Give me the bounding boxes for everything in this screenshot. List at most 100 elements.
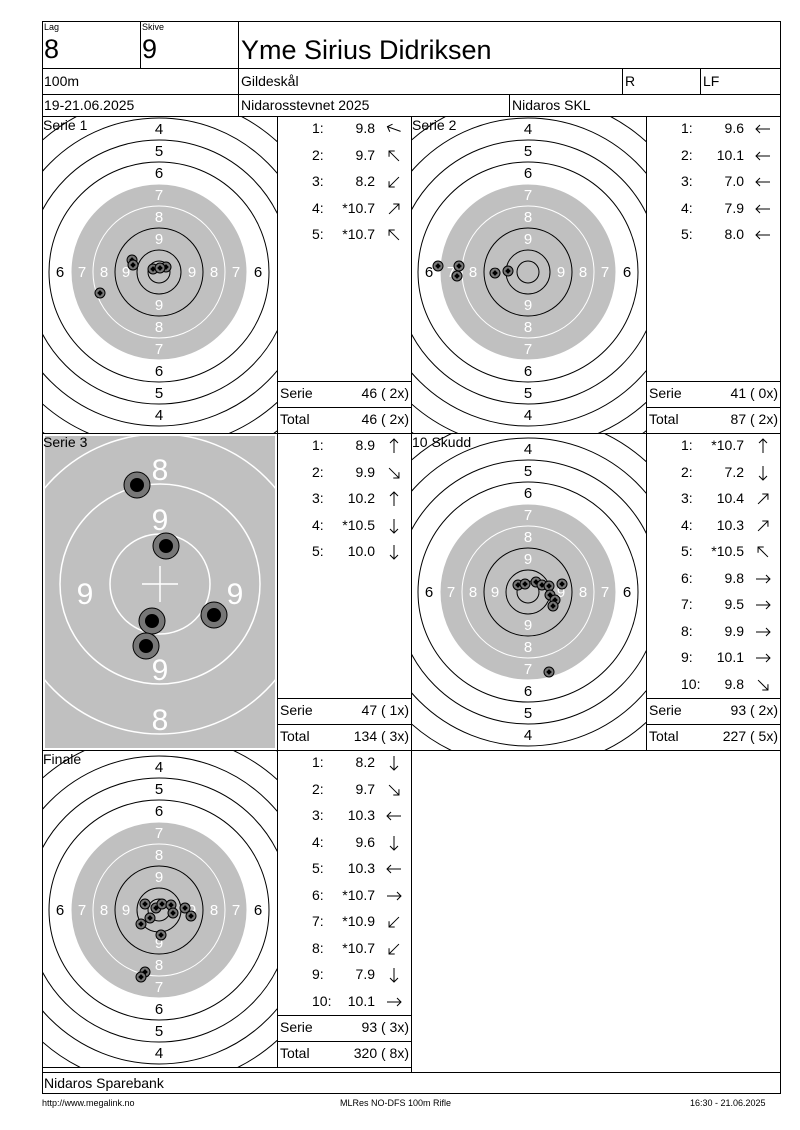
divider: [647, 698, 780, 699]
shot-marker: [515, 582, 521, 588]
divider: [278, 724, 411, 725]
target-rings: [412, 117, 646, 433]
ring-number: 8: [579, 584, 587, 601]
shot-number: 7:: [681, 596, 693, 612]
arrow-east-icon: [387, 997, 402, 1006]
serie-label: Serie: [649, 385, 682, 401]
shot-marker: [505, 268, 511, 274]
ring-number: 9: [155, 297, 163, 314]
ring-number: 5: [524, 143, 532, 160]
arrow-southeast-icon: [388, 784, 400, 795]
ring-number: 6: [56, 264, 64, 281]
ring-number: 7: [524, 507, 532, 524]
ring-number: 6: [155, 363, 163, 380]
total-label: Total: [280, 728, 310, 744]
shot-marker: [539, 582, 545, 588]
shot-marker: [130, 478, 144, 492]
shot-number: 5:: [681, 226, 693, 242]
shot-number: 1:: [312, 754, 324, 770]
shot-marker: [139, 639, 153, 653]
shooter-name: Yme Sirius Didriksen: [241, 35, 492, 65]
ring-number: 8: [155, 319, 163, 336]
shot-score: 9.6: [355, 833, 375, 850]
arrow-south-icon: [389, 518, 399, 534]
ring-number: 6: [524, 683, 532, 700]
ring-number: 5: [524, 463, 532, 480]
ring-number: 8: [152, 704, 169, 737]
serie-label: Serie: [280, 1019, 313, 1035]
ring-number: 8: [579, 264, 587, 281]
shot-number: 7:: [312, 913, 324, 929]
shot-number: 3:: [312, 173, 324, 189]
ring-7: [70, 183, 248, 361]
arrow-east-icon: [756, 574, 771, 583]
shot-marker: [130, 262, 136, 268]
shot-marker: [522, 581, 528, 587]
target-serie-3: 8 9 9 9 9 8: [43, 434, 277, 748]
total-value: 134 ( 3x): [353, 728, 409, 744]
ring-number: 7: [447, 264, 455, 281]
ring-8: [461, 525, 595, 659]
ring-number: 7: [232, 902, 240, 919]
shot-number: 10:: [681, 675, 701, 692]
ring-number: 9: [188, 902, 196, 919]
ring-number: 5: [524, 385, 532, 402]
footer-url[interactable]: http://www.megalink.no: [42, 1098, 135, 1108]
shot-marker: [546, 669, 552, 675]
shot-list-finale: 1: 8.2 2: 9.7 3: 10.3 4: 9.6 5: 10.3 6: *10.7 7: *10.…: [278, 751, 411, 1067]
total-value: 227 ( 5x): [722, 728, 778, 744]
ring-number: 7: [524, 187, 532, 204]
shot-number: 3:: [312, 490, 324, 506]
arrow-southeast-icon: [388, 467, 400, 478]
ring-number: 9: [122, 264, 130, 281]
arrow-southeast-icon: [757, 679, 769, 690]
serie-value: 41 ( 0x): [730, 385, 778, 401]
ring-number: 8: [210, 902, 218, 919]
arrow-west-icon: [755, 204, 770, 213]
ring-number: 5: [155, 143, 163, 160]
target-rings: [412, 434, 646, 750]
ring-number: 9: [557, 584, 565, 601]
ring-8: [92, 843, 226, 977]
shot-number: 5:: [312, 860, 324, 876]
shot-marker: [207, 608, 221, 622]
panel-title: Serie 2: [412, 117, 457, 133]
shot-number: 3:: [681, 173, 693, 189]
shot-score: 9.8: [355, 120, 375, 136]
arrow-southwest-icon: [388, 916, 400, 928]
serie-value: 46 ( 2x): [361, 385, 409, 401]
shot-score: 10.1: [347, 992, 375, 1009]
arrow-west-icon: [386, 811, 401, 821]
shot-marker: [182, 905, 188, 911]
arrow-east-icon: [756, 627, 771, 636]
shot-score: *10.7: [342, 939, 375, 956]
arrow-west-icon: [755, 230, 770, 240]
shot-number: 2:: [681, 146, 693, 163]
shot-score: 10.3: [716, 516, 744, 533]
divider: [278, 698, 411, 699]
shot-marker: [159, 539, 173, 553]
ring-number: 7: [155, 979, 163, 996]
ring-9: [483, 547, 573, 637]
total-label: Total: [649, 411, 679, 427]
shot-score: 9.7: [355, 146, 375, 163]
shot-score: 9.9: [724, 622, 744, 639]
ring-number: 9: [77, 578, 94, 611]
ring-number: 9: [524, 617, 532, 634]
shot-score: 9.7: [355, 780, 375, 797]
shot-number: 2:: [312, 780, 324, 797]
serie-value: 47 ( 1x): [361, 702, 409, 718]
footer-program: MLRes NO-DFS 100m Rifle: [340, 1098, 452, 1108]
ring-number: 9: [524, 297, 532, 314]
ring-number: 9: [524, 231, 532, 248]
ring-number: 9: [188, 264, 196, 281]
shot-number: 1:: [681, 120, 693, 136]
shot-score: 8.9: [355, 437, 375, 453]
ring-number: 8: [100, 902, 108, 919]
lag-label: Lag: [44, 22, 60, 32]
ring-number: 7: [155, 825, 163, 842]
club: Gildeskål: [241, 73, 299, 89]
ring-number: 8: [155, 957, 163, 974]
